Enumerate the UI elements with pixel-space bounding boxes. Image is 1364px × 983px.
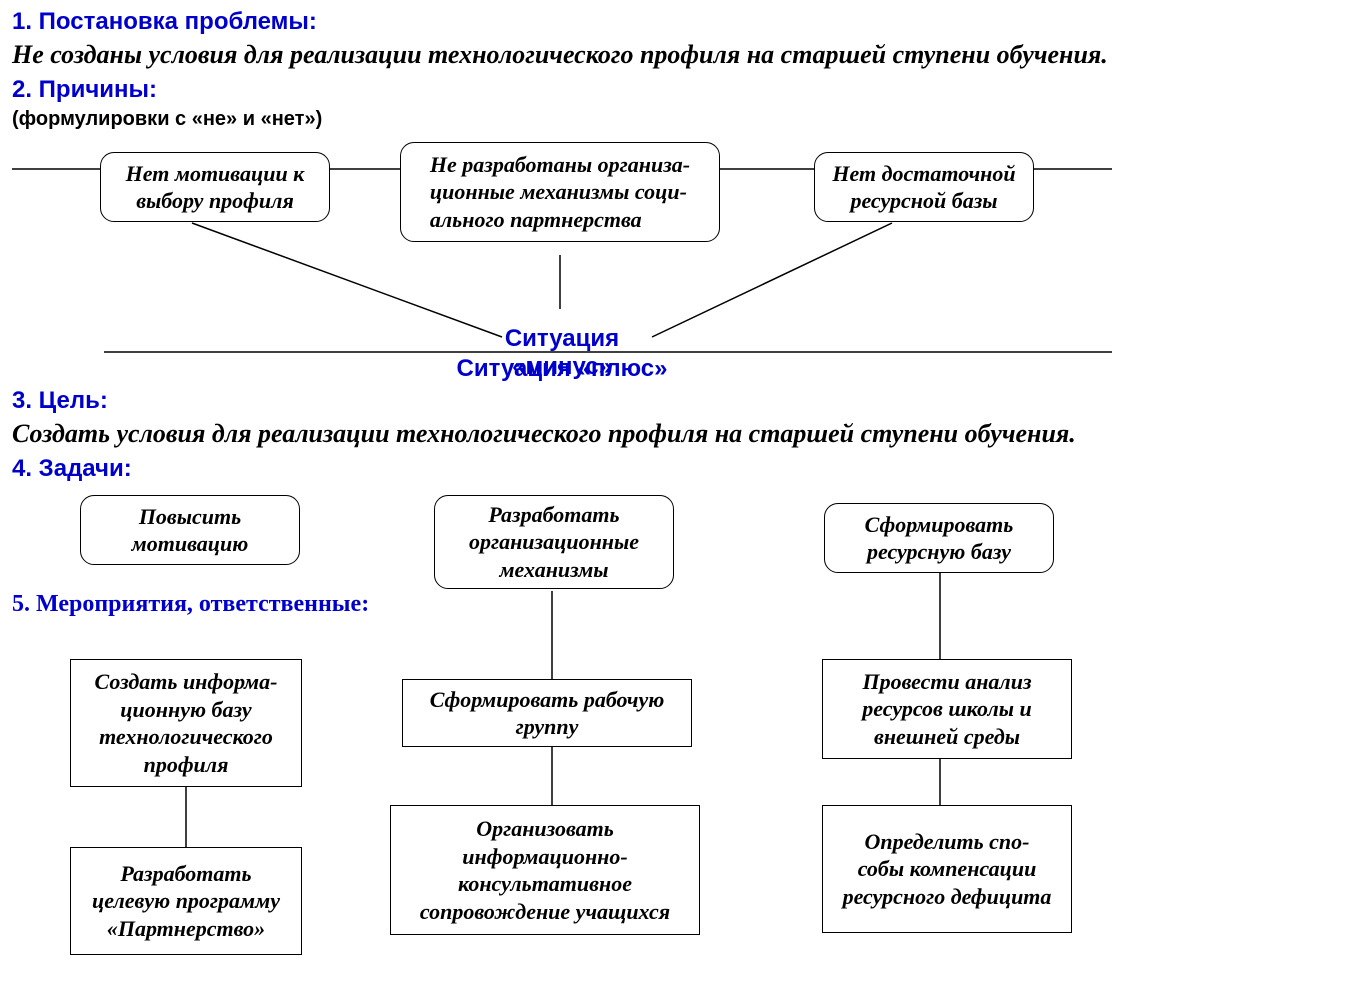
activity-box-2-2: Организовать информационно-консультативн…	[390, 805, 700, 935]
task-box-3: Сформировать ресурсную базу	[824, 503, 1054, 573]
goal-text: Создать условия для реализации технологи…	[12, 419, 1352, 449]
activity-box-1-1: Создать информа-ционную базу технологиче…	[70, 659, 302, 787]
activity-box-3-1: Провести анализ ресурсов школы и внешней…	[822, 659, 1072, 759]
causes-diagram: Нет мотивации к выбору профиля Не разраб…	[12, 137, 1352, 387]
task-box-1: Повысить мотивацию	[80, 495, 300, 565]
situation-plus-label: Ситуация «плюс»	[452, 355, 672, 383]
cause-box-1: Нет мотивации к выбору профиля	[100, 152, 330, 222]
section-3-heading: 3. Цель:	[12, 387, 1352, 415]
cause-box-3: Нет достаточной ресурсной базы	[814, 152, 1034, 222]
section-2-heading: 2. Причины:	[12, 76, 1352, 104]
activity-box-3-2: Определить спо-собы компенсации ресурсно…	[822, 805, 1072, 933]
activity-box-1-2: Разработать целевую программу «Партнерст…	[70, 847, 302, 955]
section-4-heading: 4. Задачи:	[12, 455, 1352, 483]
section-5-heading: 5. Мероприятия, ответственные:	[12, 591, 369, 618]
activity-box-2-1: Сформировать рабочую группу	[402, 679, 692, 747]
section-2-subtext: (формулировки с «не» и «нет»)	[12, 108, 1352, 131]
tasks-diagram: Повысить мотивацию Разработать организац…	[12, 487, 1352, 967]
section-1-heading: 1. Постановка проблемы:	[12, 8, 1352, 36]
problem-text: Не созданы условия для реализации технол…	[12, 40, 1352, 70]
cause-box-2: Не разработаны организа-ционные механизм…	[400, 142, 720, 242]
task-box-2: Разработать организационные механизмы	[434, 495, 674, 589]
